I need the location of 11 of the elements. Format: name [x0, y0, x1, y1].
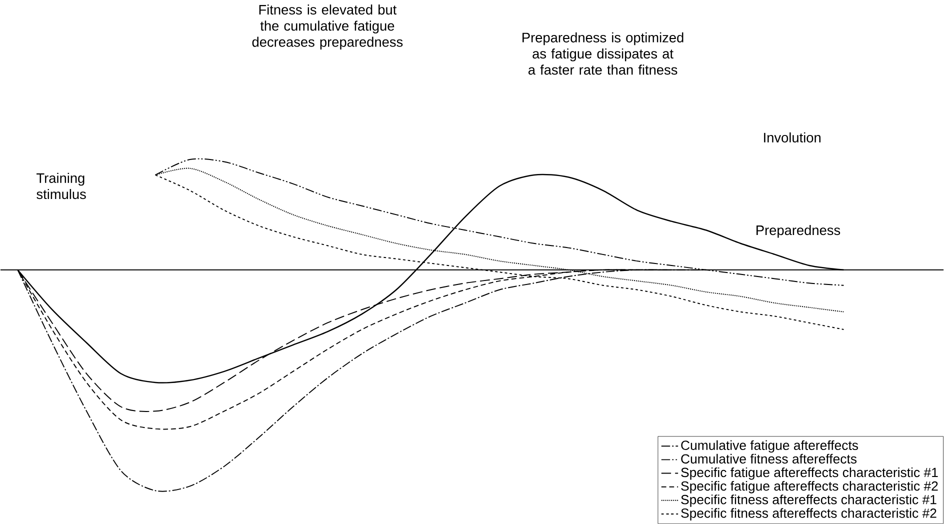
- series-label: Preparedness: [756, 225, 840, 238]
- legend-label: Specific fitness aftereffects characteristic #1: [681, 494, 936, 507]
- text: Fitness is elevated but the cumulative fatigue decreases preparedness: [252, 4, 403, 50]
- annotation: Training stimulus: [36, 172, 86, 200]
- text: Involution: [764, 132, 820, 143]
- text: Preparedness is optimized as fatigue dissipates at a faster rate than fitness: [522, 32, 684, 75]
- legend-label: Cumulative fatigue aftereffects: [681, 440, 858, 453]
- legend-label: Specific fatigue aftereffects characteristic #1: [681, 468, 938, 480]
- legend-label: Cumulative fitness aftereffects: [681, 454, 857, 464]
- legend-label: Specific fatigue aftereffects characteristic #2: [681, 481, 938, 494]
- legend-label: Specific fitness aftereffects characteristic #2: [681, 508, 936, 521]
